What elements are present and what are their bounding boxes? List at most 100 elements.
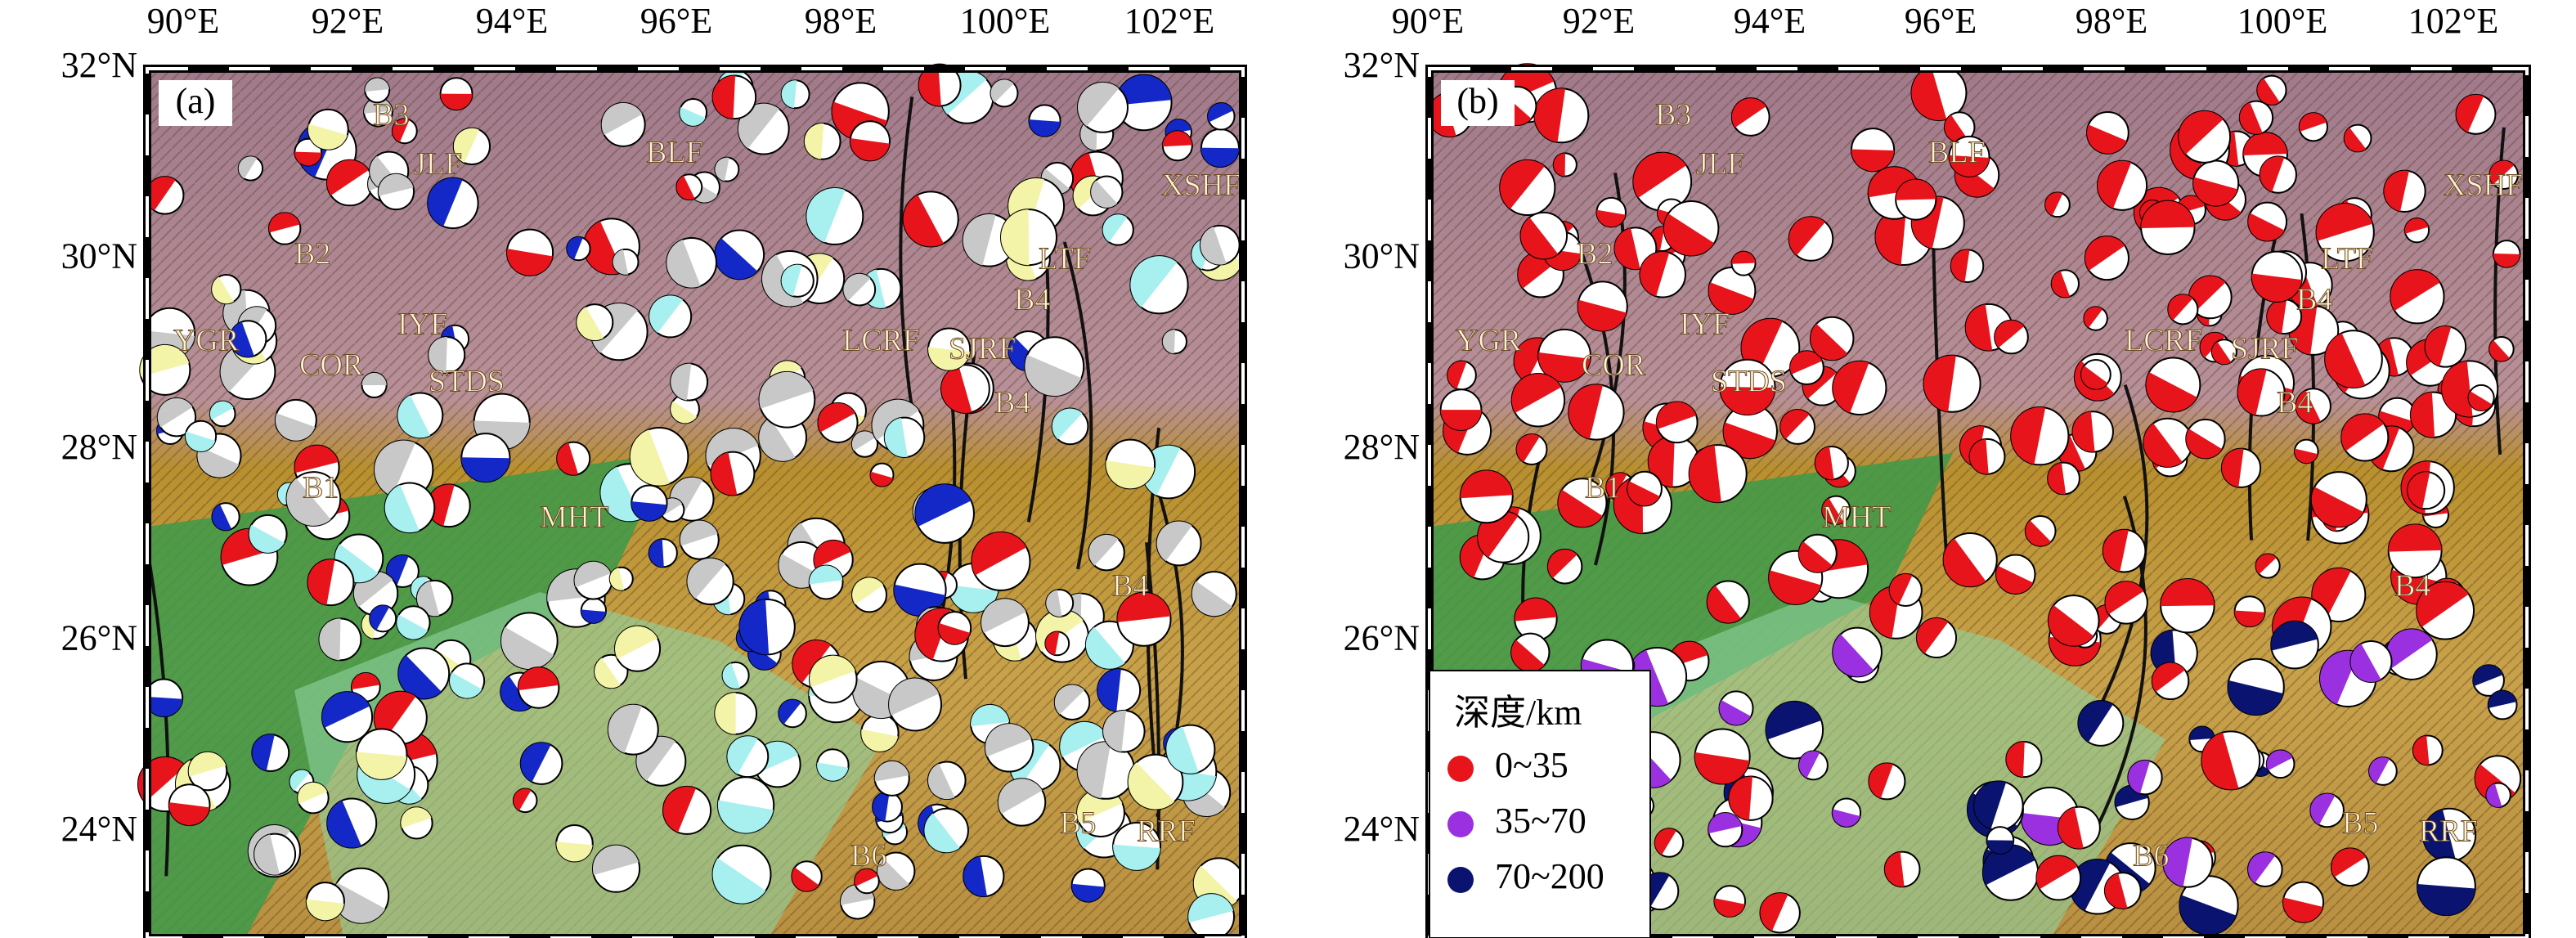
beachball-quadrant xyxy=(2294,448,2318,464)
beachball-quadrant xyxy=(1974,781,2007,829)
lon-tick-label: 96°E xyxy=(1905,1,1977,41)
lon-tick-label: 92°E xyxy=(312,1,384,41)
lon-tick-label: 90°E xyxy=(1392,1,1464,41)
beachball-quadrant xyxy=(648,539,664,568)
beachball-quadrant xyxy=(2189,726,2215,740)
beachball-quadrant xyxy=(630,429,670,486)
lon-tick-label: 96°E xyxy=(640,1,712,41)
beachball-quadrant xyxy=(609,568,625,590)
beachball-quadrant xyxy=(1192,581,1232,617)
beachball-quadrant xyxy=(715,238,758,280)
beachball-quadrant xyxy=(1200,227,1227,265)
beachball-quadrant xyxy=(1788,217,1825,256)
lon-tick-label: 100°E xyxy=(2237,1,2327,41)
beachball-quadrant xyxy=(809,565,843,585)
beachball-quadrant xyxy=(615,626,658,659)
panel-label-box xyxy=(159,80,232,126)
beachball-quadrant xyxy=(146,177,176,211)
beachball-quadrant xyxy=(2072,411,2095,452)
beachball-quadrant xyxy=(1851,149,1895,172)
beachball-quadrant xyxy=(1707,585,1741,623)
panel-label: (b) xyxy=(1456,81,1498,121)
frame xyxy=(143,65,1247,938)
beachball-quadrant xyxy=(1440,410,1482,431)
beachball-quadrant xyxy=(738,103,780,149)
beachball-quadrant xyxy=(781,80,797,109)
beachball-quadrant xyxy=(252,734,275,771)
beachball-quadrant xyxy=(851,431,876,451)
legend-box xyxy=(1429,670,1651,938)
beachball-quadrant xyxy=(397,395,431,438)
beachball-quadrant xyxy=(2141,200,2195,229)
beachball-quadrant xyxy=(2006,741,2025,778)
beachball-quadrant xyxy=(361,372,387,385)
beachball-quadrant xyxy=(140,344,190,377)
beachball-quadrant xyxy=(306,899,344,921)
map-label: YGR xyxy=(1456,324,1522,358)
beachball-quadrant xyxy=(2085,236,2125,271)
beachball-quadrant xyxy=(2442,361,2473,417)
beachball-quadrant xyxy=(2255,554,2277,575)
lon-tick-label: 92°E xyxy=(1563,1,1635,41)
map-label: IYF xyxy=(397,307,447,342)
beachball-quadrant xyxy=(2105,581,2144,615)
beachball-quadrant xyxy=(2048,605,2094,646)
beachball-quadrant xyxy=(2211,341,2232,365)
lat-tick-label: 26°N xyxy=(1344,618,1420,658)
beachball-quadrant xyxy=(1640,251,1670,297)
beachball-quadrant xyxy=(212,504,232,531)
beachball-quadrant xyxy=(671,401,698,424)
beachball-quadrant xyxy=(671,363,692,401)
beachball-quadrant xyxy=(1516,434,1540,463)
beachball-quadrant xyxy=(843,273,871,301)
beachball-quadrant xyxy=(397,614,429,640)
beachball-quadrant xyxy=(759,417,796,461)
legend-label: 0~35 xyxy=(1495,745,1568,785)
beachball-quadrant xyxy=(941,366,972,413)
beachball-quadrant xyxy=(1923,355,1956,412)
beachball-quadrant xyxy=(1986,840,2014,854)
lat-tick-label: 32°N xyxy=(61,45,137,85)
beachball-quadrant xyxy=(1103,710,1127,752)
beachball-quadrant xyxy=(2179,110,2224,155)
beachball-quadrant xyxy=(1025,355,1082,397)
beachball-quadrant xyxy=(2486,783,2502,807)
beachball-quadrant xyxy=(963,856,987,897)
legend-title: 深度/km xyxy=(1454,693,1582,733)
beachball-quadrant xyxy=(2325,333,2366,388)
beachball-quadrant xyxy=(1654,828,1676,855)
map-label: B4 xyxy=(1112,569,1148,604)
map-label: B1 xyxy=(1585,471,1621,505)
beachball-quadrant xyxy=(1911,66,1947,121)
beachball-quadrant xyxy=(1614,227,1640,270)
beachball-quadrant xyxy=(557,442,579,475)
beachball-quadrant xyxy=(398,655,442,699)
beachball-quadrant xyxy=(1810,323,1848,361)
beachball-quadrant xyxy=(1875,209,1907,265)
beachball-quadrant xyxy=(985,724,1032,757)
beachball-quadrant xyxy=(595,657,621,689)
beachball-quadrant xyxy=(1720,386,1775,415)
beachball-quadrant xyxy=(680,520,718,546)
beachball-quadrant xyxy=(592,845,639,876)
map-label: B3 xyxy=(1655,98,1691,132)
beachball-quadrant xyxy=(1731,98,1766,128)
beachball-quadrant xyxy=(453,128,480,164)
beachball-quadrant xyxy=(168,802,210,826)
beachball-quadrant xyxy=(1790,351,1823,375)
beachball-quadrant xyxy=(1723,422,1776,459)
beachball-quadrant xyxy=(855,868,878,886)
beachball-quadrant xyxy=(779,699,801,725)
map-label: B5 xyxy=(2342,806,2378,841)
beachball-quadrant xyxy=(2341,414,2385,451)
beachball-quadrant xyxy=(2011,407,2046,465)
beachball-quadrant xyxy=(1156,521,1192,562)
beachball-quadrant xyxy=(2404,218,2429,234)
beachball-quadrant xyxy=(1078,82,1120,127)
beachball-quadrant xyxy=(981,599,1026,634)
beachball-quadrant xyxy=(1949,155,1990,177)
lon-tick-label: 98°E xyxy=(805,1,877,41)
beachball-quadrant xyxy=(1969,438,1989,474)
beachball-quadrant xyxy=(2489,339,2510,361)
map-label: LTF xyxy=(2321,242,2373,276)
